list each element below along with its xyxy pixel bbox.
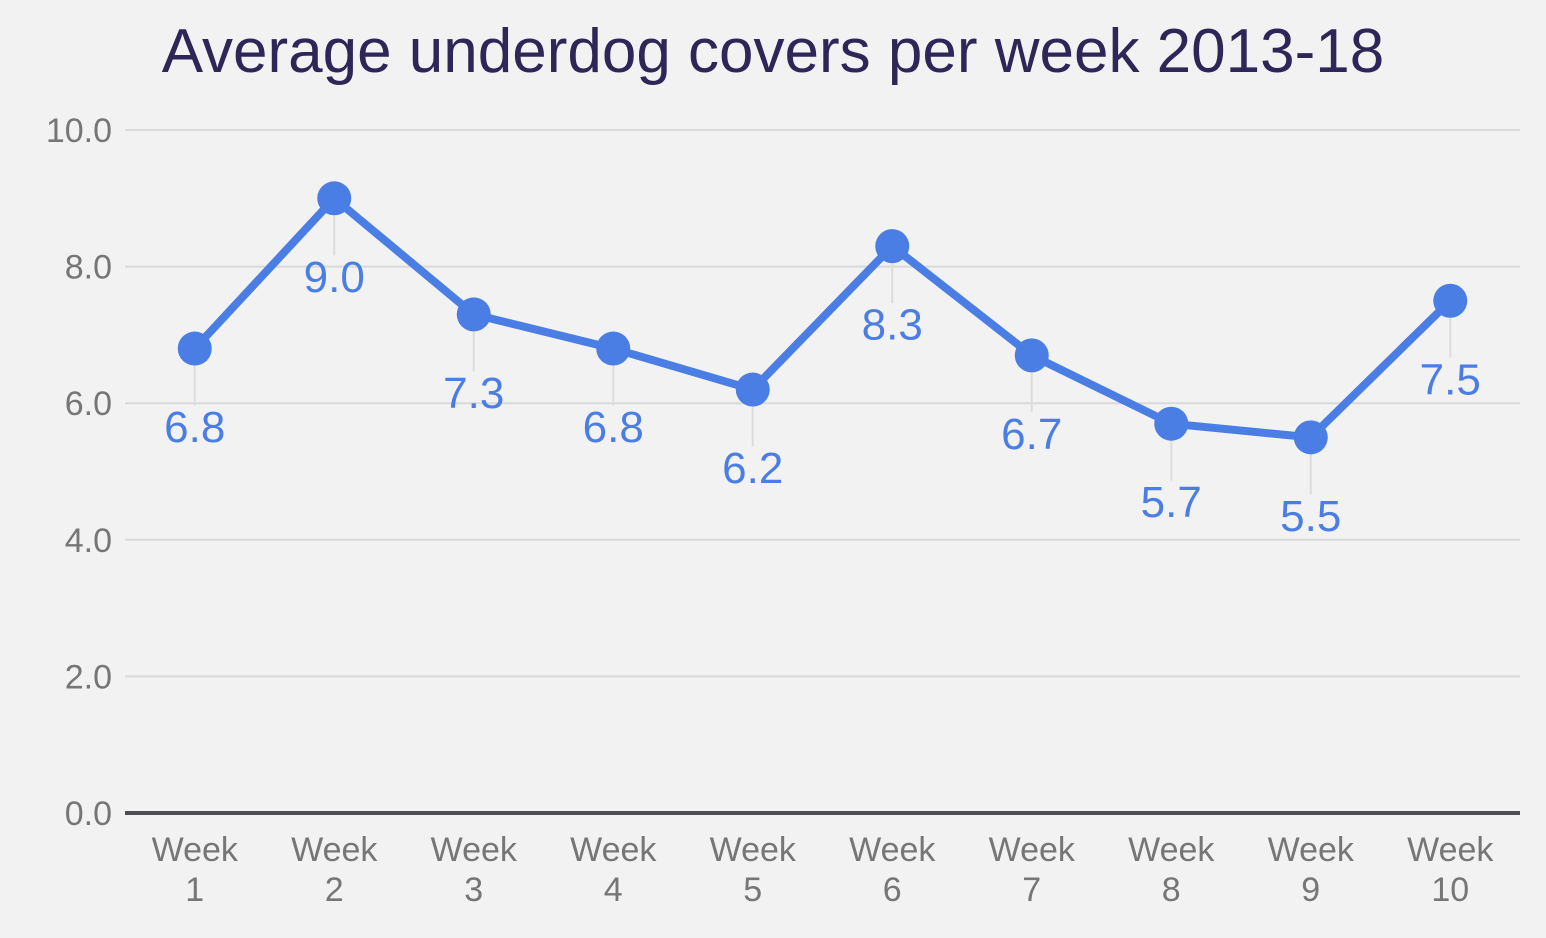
x-axis-tick-label: 9 <box>1301 871 1320 909</box>
data-point <box>456 297 491 332</box>
data-point <box>1433 283 1468 318</box>
y-axis-tick-label: 2.0 <box>65 658 112 696</box>
x-axis-tick-label: Week <box>1407 831 1494 869</box>
x-axis-tick-label: 3 <box>464 871 483 909</box>
x-axis-tick-label: 1 <box>185 871 204 909</box>
data-point-label: 7.3 <box>443 369 504 418</box>
y-axis-tick-label: 4.0 <box>65 522 112 560</box>
x-axis-tick-label: 2 <box>325 871 344 909</box>
x-axis-tick-label: 10 <box>1431 871 1469 909</box>
data-point-label: 6.8 <box>583 403 644 452</box>
data-point-label: 6.8 <box>164 403 225 452</box>
x-axis-tick-label: Week <box>570 831 657 869</box>
y-axis-tick-label: 6.0 <box>65 385 112 423</box>
series-line <box>190 194 1455 442</box>
data-point <box>596 331 631 366</box>
data-point-label: 6.2 <box>722 444 783 493</box>
y-axis-tick-label: 8.0 <box>65 249 112 287</box>
x-axis-tick-label: Week <box>849 831 936 869</box>
x-axis-tick-label: 5 <box>743 871 762 909</box>
y-axis-tick-label: 10.0 <box>46 112 112 150</box>
data-point-label: 5.7 <box>1141 478 1202 527</box>
x-axis-tick-label: Week <box>152 831 239 869</box>
x-axis-tick-label: 4 <box>604 871 623 909</box>
data-point-label: 9.0 <box>304 253 365 302</box>
x-axis-tick-label: Week <box>431 831 518 869</box>
x-axis-tick-label: Week <box>1128 831 1215 869</box>
data-point <box>1154 406 1189 441</box>
data-point <box>735 372 770 407</box>
data-point <box>177 331 212 366</box>
chart-title: Average underdog covers per week 2013-18 <box>161 17 1385 86</box>
x-axis-tick-label: Week <box>989 831 1076 869</box>
x-axis-tick-label: 6 <box>883 871 902 909</box>
x-axis-tick-label: Week <box>1268 831 1355 869</box>
x-axis-tick-label: Week <box>710 831 797 869</box>
data-point <box>875 229 910 264</box>
data-point-label: 5.5 <box>1280 492 1341 541</box>
data-point-label: 7.5 <box>1420 355 1481 404</box>
data-point <box>1014 338 1049 373</box>
x-axis-tick-label: 8 <box>1162 871 1181 909</box>
data-point <box>317 181 352 216</box>
x-axis-tick-label: 7 <box>1022 871 1041 909</box>
x-axis-tick-label: Week <box>291 831 378 869</box>
y-axis-tick-label: 0.0 <box>65 795 112 833</box>
data-point <box>1293 420 1328 455</box>
data-point-label: 6.7 <box>1001 410 1062 459</box>
data-point-label: 8.3 <box>862 301 923 350</box>
